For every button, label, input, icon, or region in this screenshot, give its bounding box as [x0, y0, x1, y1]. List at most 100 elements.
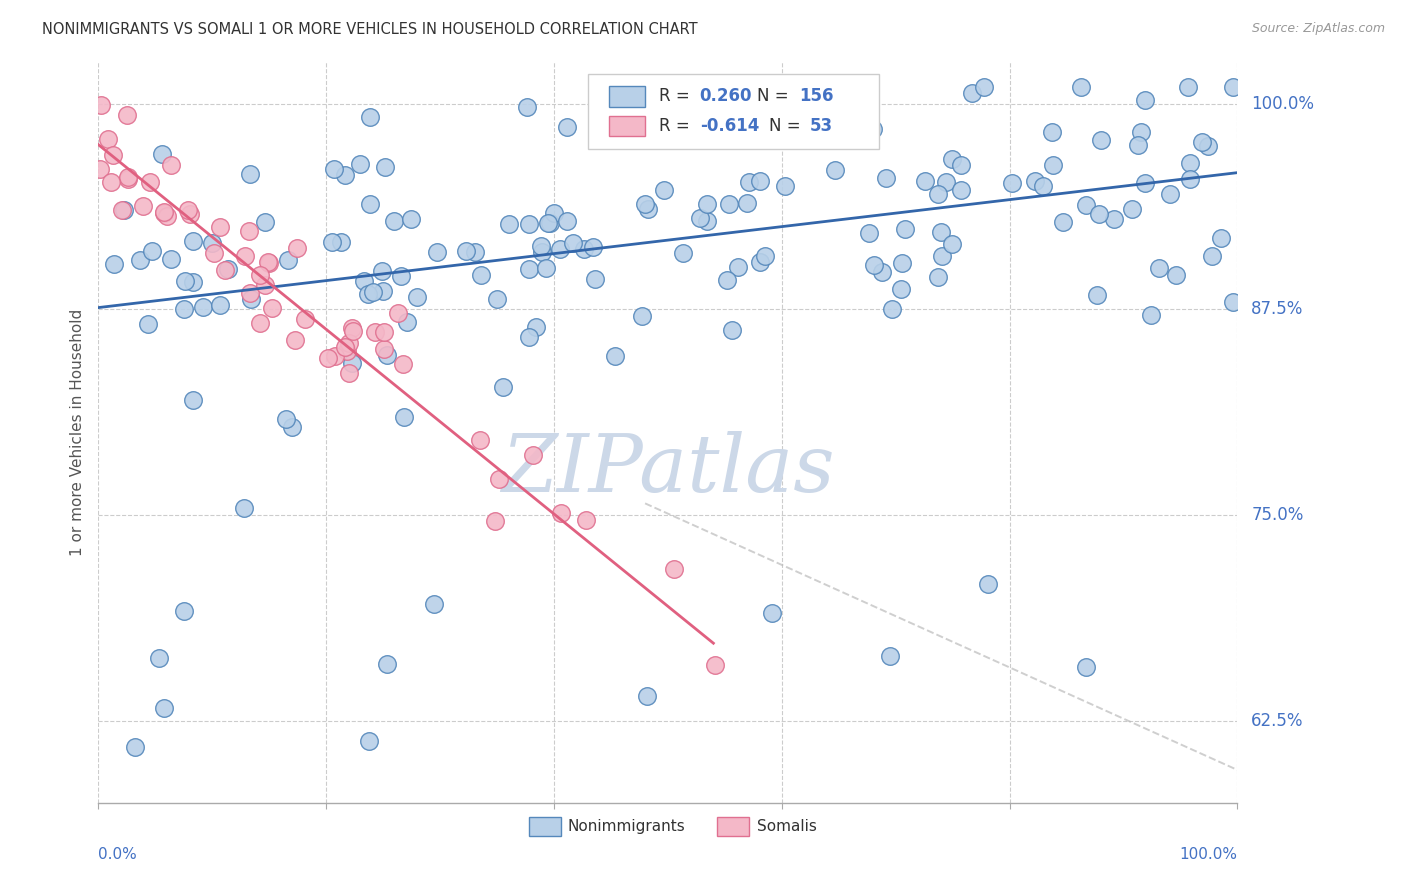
- Point: [1159, 187, 1181, 202]
- Point: [890, 282, 912, 296]
- Point: [1201, 249, 1223, 263]
- Point: [384, 213, 406, 227]
- Text: 87.5%: 87.5%: [1251, 301, 1303, 318]
- Point: [575, 513, 598, 527]
- Text: -0.614: -0.614: [700, 117, 759, 135]
- Point: [357, 286, 380, 301]
- Point: [534, 260, 557, 275]
- Point: [335, 169, 357, 183]
- Point: [233, 249, 256, 263]
- Point: [672, 246, 695, 260]
- Point: [761, 606, 783, 620]
- Point: [159, 252, 181, 266]
- Point: [181, 275, 204, 289]
- Point: [392, 357, 415, 371]
- Point: [139, 176, 162, 190]
- Point: [858, 226, 880, 240]
- Point: [1128, 137, 1150, 152]
- Point: [749, 117, 772, 131]
- Text: Source: ZipAtlas.com: Source: ZipAtlas.com: [1251, 22, 1385, 36]
- Point: [1164, 268, 1187, 282]
- Point: [1180, 172, 1202, 186]
- Point: [152, 206, 174, 220]
- Point: [280, 420, 302, 434]
- Point: [517, 217, 540, 231]
- Point: [361, 285, 384, 300]
- Point: [1090, 133, 1112, 147]
- Text: 100.0%: 100.0%: [1251, 95, 1315, 112]
- Point: [716, 273, 738, 287]
- Point: [548, 242, 571, 256]
- Point: [150, 146, 173, 161]
- Point: [491, 379, 513, 393]
- Point: [863, 258, 886, 272]
- FancyBboxPatch shape: [609, 87, 645, 107]
- Point: [1024, 174, 1046, 188]
- Point: [373, 326, 395, 340]
- Point: [155, 209, 177, 223]
- Point: [488, 472, 510, 486]
- Point: [529, 239, 551, 253]
- Text: 0.0%: 0.0%: [98, 847, 138, 863]
- Point: [603, 349, 626, 363]
- Point: [696, 197, 718, 211]
- Point: [1133, 93, 1156, 107]
- Point: [375, 657, 398, 671]
- Point: [862, 121, 884, 136]
- Point: [538, 215, 561, 229]
- Point: [498, 217, 520, 231]
- Point: [394, 409, 416, 424]
- Point: [406, 290, 429, 304]
- Text: NONIMMIGRANTS VS SOMALI 1 OR MORE VEHICLES IN HOUSEHOLD CORRELATION CHART: NONIMMIGRANTS VS SOMALI 1 OR MORE VEHICL…: [42, 22, 697, 37]
- FancyBboxPatch shape: [717, 817, 749, 836]
- Point: [177, 203, 200, 218]
- Point: [238, 224, 260, 238]
- Point: [337, 336, 360, 351]
- Point: [543, 206, 565, 220]
- Point: [136, 317, 159, 331]
- Point: [254, 215, 277, 229]
- Point: [254, 278, 277, 293]
- Point: [583, 272, 606, 286]
- Point: [773, 130, 796, 145]
- Point: [100, 175, 122, 189]
- Point: [284, 333, 307, 347]
- Point: [373, 284, 395, 298]
- Point: [333, 340, 356, 354]
- Point: [1140, 308, 1163, 322]
- Point: [1191, 135, 1213, 149]
- Point: [486, 293, 509, 307]
- Point: [977, 577, 1000, 591]
- Point: [1070, 80, 1092, 95]
- Point: [949, 158, 972, 172]
- Point: [173, 603, 195, 617]
- Point: [454, 244, 477, 259]
- Point: [555, 214, 578, 228]
- Point: [1147, 260, 1170, 275]
- Point: [423, 597, 446, 611]
- Point: [470, 268, 492, 283]
- Point: [662, 562, 685, 576]
- Point: [101, 148, 124, 162]
- Point: [117, 170, 139, 185]
- Point: [336, 343, 359, 358]
- Point: [179, 207, 201, 221]
- Text: R =: R =: [659, 117, 695, 135]
- Point: [181, 393, 204, 408]
- Point: [704, 658, 727, 673]
- Point: [174, 274, 197, 288]
- Point: [879, 649, 901, 664]
- Point: [357, 734, 380, 748]
- Point: [522, 448, 544, 462]
- Point: [131, 198, 153, 212]
- FancyBboxPatch shape: [529, 817, 561, 836]
- Point: [949, 183, 972, 197]
- Point: [720, 323, 742, 337]
- Point: [709, 126, 731, 140]
- Point: [257, 256, 280, 270]
- Point: [941, 152, 963, 166]
- Point: [249, 268, 271, 282]
- Point: [329, 235, 352, 250]
- Point: [285, 241, 308, 255]
- Point: [572, 242, 595, 256]
